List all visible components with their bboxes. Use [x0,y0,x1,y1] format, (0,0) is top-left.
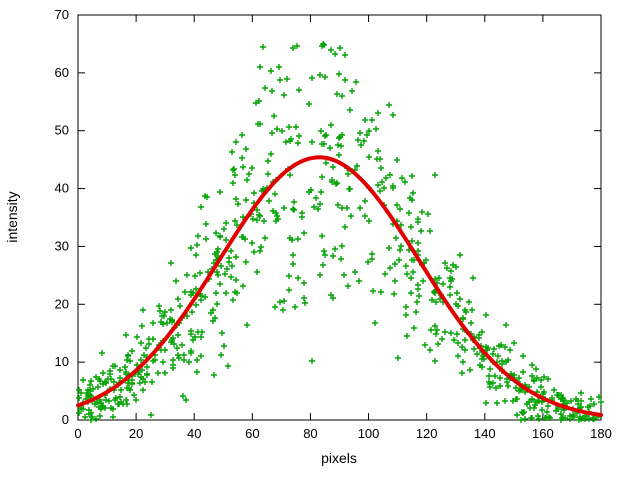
x-tick-label: 120 [416,426,438,441]
x-tick-label: 160 [532,426,554,441]
y-tick-label: 70 [55,7,69,22]
y-tick-label: 20 [55,296,69,311]
y-tick-label: 60 [55,65,69,80]
x-tick-label: 60 [245,426,259,441]
y-axis-label: intensity [4,191,20,242]
y-tick-label: 0 [62,412,69,427]
x-tick-label: 40 [187,426,201,441]
x-tick-label: 0 [74,426,81,441]
x-tick-label: 20 [129,426,143,441]
fit-curve [76,155,603,417]
scatter-series [76,41,604,423]
x-tick-label: 100 [358,426,380,441]
x-tick-label: 80 [303,426,317,441]
axes: 0 20 40 60 80 100 120 140 160 180 0 10 20 30 40 50 60 70 [55,7,612,441]
x-axis-label: pixels [321,450,357,466]
fit-curve-series [76,155,603,417]
axis-labels: intensity pixels [4,191,357,466]
plot-border [77,14,602,421]
x-tick-label: 140 [474,426,496,441]
x-tick-label: 180 [590,426,612,441]
scatter-points [76,41,604,423]
y-tick-label: 40 [55,181,69,196]
y-tick-label: 30 [55,238,69,253]
y-tick-label: 50 [55,123,69,138]
y-tick-label: 10 [55,354,69,369]
